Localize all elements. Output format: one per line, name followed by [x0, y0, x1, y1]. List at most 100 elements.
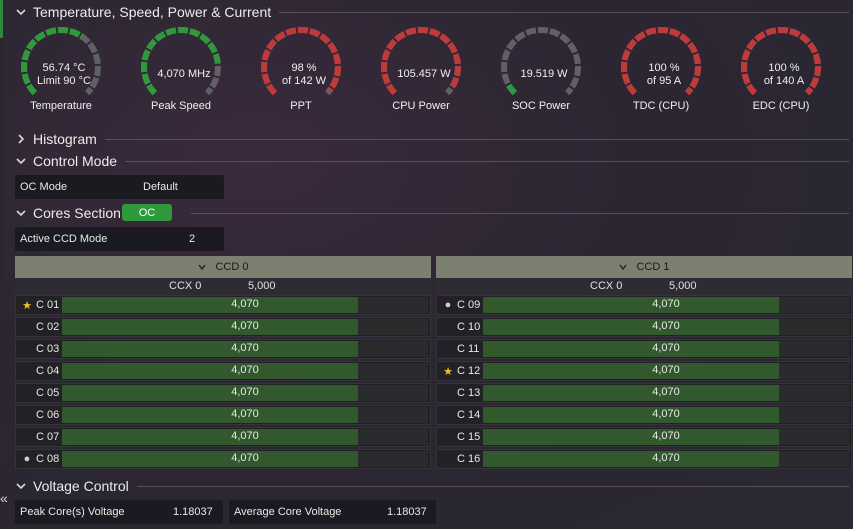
core-bar-fill: [483, 429, 780, 445]
core-value: 4,070: [652, 298, 680, 310]
core-row-c10[interactable]: C 10 4,070: [436, 317, 852, 337]
core-label: C 08: [36, 453, 60, 465]
core-value: 4,070: [652, 452, 680, 464]
chevron-down-icon[interactable]: [14, 479, 28, 493]
active-ccd-mode-value[interactable]: 2: [189, 233, 196, 245]
core-bar-fill: [62, 385, 359, 401]
oc-mode-value[interactable]: Default: [143, 181, 178, 193]
gauge-fill: [621, 27, 701, 96]
section-cores-header[interactable]: Cores Section: [14, 203, 849, 223]
chevron-down-icon[interactable]: [14, 5, 28, 19]
core-value: 4,070: [231, 342, 259, 354]
core-name: C 14: [437, 406, 483, 424]
chevron-right-icon[interactable]: [14, 132, 28, 146]
chevron-down-icon: [619, 264, 628, 271]
oc-badge-button[interactable]: OC: [122, 204, 172, 221]
gauge-subvalue: of 140 A: [763, 75, 805, 87]
average-core-voltage-label: Average Core Voltage: [234, 506, 342, 518]
core-label: C 03: [36, 343, 60, 355]
gauge-fill: [261, 27, 341, 96]
star-icon: ★: [22, 299, 32, 312]
core-row-c13[interactable]: C 13 4,070: [436, 383, 852, 403]
window-accent-bar: [0, 0, 3, 529]
core-row-c04[interactable]: C 04 4,070: [15, 361, 431, 381]
core-row-c09[interactable]: ● C 09 4,070: [436, 295, 852, 315]
core-row-c08[interactable]: ● C 08 4,070: [15, 449, 431, 469]
gauge-track: [501, 27, 581, 96]
core-row-c12[interactable]: ★ C 12 4,070: [436, 361, 852, 381]
core-value: 4,070: [231, 452, 259, 464]
core-name: C 06: [16, 406, 62, 424]
gauge-fill: [741, 27, 821, 96]
core-name: C 15: [437, 428, 483, 446]
gauge-fill: [505, 83, 518, 96]
gauge-label: EDC (CPU): [752, 100, 810, 112]
core-value: 4,070: [652, 320, 680, 332]
core-label: C 15: [457, 431, 481, 443]
core-value: 4,070: [231, 386, 259, 398]
section-control-mode-header[interactable]: Control Mode: [14, 151, 849, 171]
core-row-c15[interactable]: C 15 4,070: [436, 427, 852, 447]
gauge-label: Peak Speed: [151, 100, 211, 112]
core-row-c05[interactable]: C 05 4,070: [15, 383, 431, 403]
divider: [136, 485, 849, 487]
core-name: ★ C 01: [16, 296, 62, 314]
gauge-edc-cpu: 100 % of 140 A EDC (CPU): [734, 24, 834, 119]
gauge-value: 100 %: [648, 62, 680, 74]
section-temperature-header[interactable]: Temperature, Speed, Power & Current: [14, 2, 849, 22]
divider: [104, 138, 849, 140]
gauge-fill: [21, 27, 85, 96]
core-name: C 13: [437, 384, 483, 402]
gauge-arc: [381, 27, 461, 96]
gauge-cpu-power: 105.457 W CPU Power: [374, 24, 474, 119]
chevron-down-icon: [198, 264, 207, 271]
dot-icon: ●: [23, 453, 31, 465]
core-name: C 05: [16, 384, 62, 402]
double-chevron-left-icon[interactable]: «: [0, 490, 8, 506]
core-row-c02[interactable]: C 02 4,070: [15, 317, 431, 337]
core-label: C 02: [36, 321, 60, 333]
core-bar-fill: [483, 451, 780, 467]
core-row-c14[interactable]: C 14 4,070: [436, 405, 852, 425]
core-row-c07[interactable]: C 07 4,070: [15, 427, 431, 447]
core-list: ★ C 01 4,070 C 02 4,070 C 03 4,070 C 04 4,070 C 0…: [15, 295, 431, 471]
core-row-c11[interactable]: C 11 4,070: [436, 339, 852, 359]
ccd-header[interactable]: CCD 0: [15, 256, 431, 278]
active-ccd-mode-label: Active CCD Mode: [20, 233, 108, 245]
core-bar-fill: [62, 407, 359, 423]
chevron-down-icon[interactable]: [14, 154, 28, 168]
ccd-1-table: CCD 1 CCX 0 5,000 ● C 09 4,070 C 10 4,070 C 1…: [436, 256, 852, 471]
core-name: C 10: [437, 318, 483, 336]
oc-mode-label: OC Mode: [20, 181, 68, 193]
core-name: C 02: [16, 318, 62, 336]
gauge-value: 4,070 MHz: [157, 68, 211, 80]
core-row-c16[interactable]: C 16 4,070: [436, 449, 852, 469]
section-histogram-header[interactable]: Histogram: [14, 129, 849, 149]
core-name: C 03: [16, 340, 62, 358]
active-ccd-mode-field[interactable]: Active CCD Mode 2: [15, 227, 224, 251]
core-bar-fill: [62, 429, 359, 445]
ccd-header[interactable]: CCD 1: [436, 256, 852, 278]
core-name: ● C 08: [16, 450, 62, 468]
core-row-c03[interactable]: C 03 4,070: [15, 339, 431, 359]
core-label: C 16: [457, 453, 481, 465]
gauge-label: SOC Power: [511, 100, 571, 112]
gauge-value: 100 %: [768, 62, 800, 74]
core-name: C 07: [16, 428, 62, 446]
core-value: 4,070: [231, 320, 259, 332]
core-value: 4,070: [652, 408, 680, 420]
oc-mode-field[interactable]: OC Mode Default: [15, 175, 224, 199]
section-voltage-header[interactable]: Voltage Control: [14, 476, 849, 496]
core-value: 4,070: [231, 364, 259, 376]
ccx-value: 5,000: [248, 280, 276, 292]
core-row-c01[interactable]: ★ C 01 4,070: [15, 295, 431, 315]
core-bar-fill: [483, 341, 780, 357]
core-label: C 12: [457, 365, 481, 377]
gauge-arc: [141, 27, 221, 96]
core-row-c06[interactable]: C 06 4,070: [15, 405, 431, 425]
core-value: 4,070: [231, 298, 259, 310]
divider: [190, 212, 849, 214]
chevron-down-icon[interactable]: [14, 206, 28, 220]
core-value: 4,070: [652, 430, 680, 442]
core-value: 4,070: [231, 408, 259, 420]
